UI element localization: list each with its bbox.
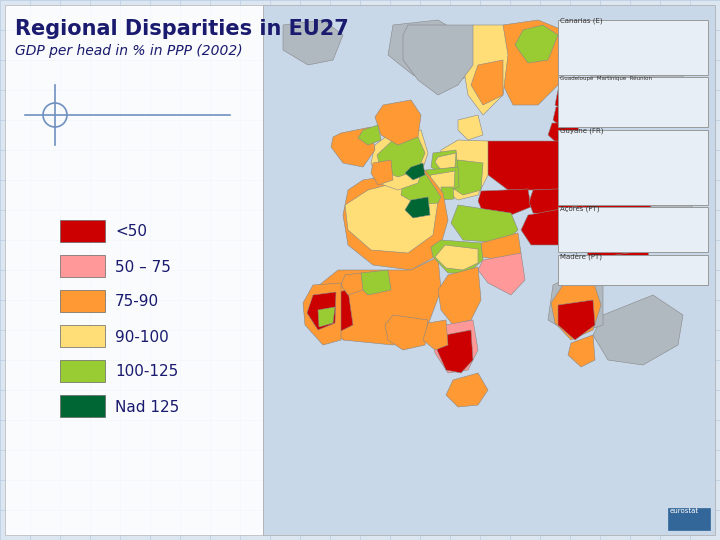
Polygon shape xyxy=(458,115,483,140)
Bar xyxy=(558,255,708,285)
Polygon shape xyxy=(303,283,341,345)
Polygon shape xyxy=(385,315,428,350)
Text: 100-125: 100-125 xyxy=(115,364,179,380)
Polygon shape xyxy=(493,20,563,105)
Polygon shape xyxy=(446,160,483,195)
Polygon shape xyxy=(605,83,613,91)
Polygon shape xyxy=(558,300,595,340)
Polygon shape xyxy=(331,127,375,167)
Polygon shape xyxy=(428,171,455,192)
Polygon shape xyxy=(551,280,601,340)
Text: Guyane (FR): Guyane (FR) xyxy=(560,128,603,134)
Polygon shape xyxy=(438,267,481,325)
Text: Guadeloupe  Martinique  Réunion: Guadeloupe Martinique Réunion xyxy=(560,76,652,81)
Polygon shape xyxy=(568,215,580,223)
Polygon shape xyxy=(425,167,459,193)
Polygon shape xyxy=(435,153,456,170)
Polygon shape xyxy=(345,177,438,253)
Polygon shape xyxy=(483,141,583,190)
Polygon shape xyxy=(568,85,575,93)
Bar xyxy=(60,255,105,277)
FancyBboxPatch shape xyxy=(5,5,263,535)
Polygon shape xyxy=(586,84,593,92)
Polygon shape xyxy=(555,87,583,113)
Polygon shape xyxy=(578,185,653,263)
Polygon shape xyxy=(341,273,363,295)
Polygon shape xyxy=(481,233,521,260)
Polygon shape xyxy=(446,373,488,407)
Polygon shape xyxy=(441,187,454,200)
Text: eurostat: eurostat xyxy=(670,508,699,514)
Bar xyxy=(668,508,710,530)
Polygon shape xyxy=(307,292,336,330)
Polygon shape xyxy=(548,123,579,145)
Bar xyxy=(60,220,105,242)
Bar xyxy=(60,325,105,347)
Polygon shape xyxy=(578,250,651,285)
Polygon shape xyxy=(571,137,608,180)
Polygon shape xyxy=(568,25,581,33)
Polygon shape xyxy=(529,188,583,215)
Polygon shape xyxy=(598,213,608,221)
Polygon shape xyxy=(521,205,591,245)
Text: 50 – 75: 50 – 75 xyxy=(115,260,171,274)
Text: Canarias (E): Canarias (E) xyxy=(560,18,603,24)
Polygon shape xyxy=(388,20,483,85)
Polygon shape xyxy=(283,20,343,65)
Bar xyxy=(60,360,105,382)
Polygon shape xyxy=(403,25,473,95)
Text: Regional Disparities in EU27: Regional Disparities in EU27 xyxy=(15,19,348,39)
Bar xyxy=(263,5,715,535)
Polygon shape xyxy=(377,137,425,177)
Polygon shape xyxy=(423,320,448,350)
Bar xyxy=(558,77,708,127)
Bar xyxy=(558,130,708,205)
Polygon shape xyxy=(433,320,478,373)
Polygon shape xyxy=(478,253,525,295)
Polygon shape xyxy=(548,270,603,335)
Polygon shape xyxy=(568,263,584,271)
Polygon shape xyxy=(471,60,503,105)
Polygon shape xyxy=(371,160,393,185)
Text: <50: <50 xyxy=(115,225,147,240)
Text: 75-90: 75-90 xyxy=(115,294,159,309)
Polygon shape xyxy=(583,24,597,33)
Polygon shape xyxy=(405,163,425,180)
Polygon shape xyxy=(478,189,531,215)
Polygon shape xyxy=(313,257,441,345)
Text: Açores (PT): Açores (PT) xyxy=(560,205,600,212)
Bar xyxy=(60,395,105,417)
Polygon shape xyxy=(593,295,683,365)
Bar xyxy=(558,20,708,75)
Polygon shape xyxy=(573,25,683,95)
Polygon shape xyxy=(405,197,430,218)
Text: Madère (PT): Madère (PT) xyxy=(560,252,602,260)
Text: 90-100: 90-100 xyxy=(115,329,168,345)
Bar xyxy=(60,290,105,312)
Polygon shape xyxy=(318,307,335,327)
Polygon shape xyxy=(371,130,428,190)
Polygon shape xyxy=(515,25,558,63)
Polygon shape xyxy=(435,245,478,270)
Text: GDP per head in % in PPP (2002): GDP per head in % in PPP (2002) xyxy=(15,44,243,58)
Polygon shape xyxy=(601,26,613,33)
Polygon shape xyxy=(437,330,473,373)
Polygon shape xyxy=(311,290,353,335)
Polygon shape xyxy=(568,335,595,367)
Bar xyxy=(558,207,708,252)
Polygon shape xyxy=(451,205,518,243)
Polygon shape xyxy=(401,173,441,205)
Polygon shape xyxy=(358,125,381,145)
Polygon shape xyxy=(375,100,421,145)
Text: Nad 125: Nad 125 xyxy=(115,400,179,415)
Polygon shape xyxy=(583,216,593,223)
Polygon shape xyxy=(431,240,483,273)
Polygon shape xyxy=(438,140,488,200)
Polygon shape xyxy=(553,105,581,129)
Polygon shape xyxy=(593,135,693,245)
Polygon shape xyxy=(463,25,508,115)
Polygon shape xyxy=(343,170,448,270)
Polygon shape xyxy=(358,270,391,295)
Polygon shape xyxy=(431,150,458,175)
